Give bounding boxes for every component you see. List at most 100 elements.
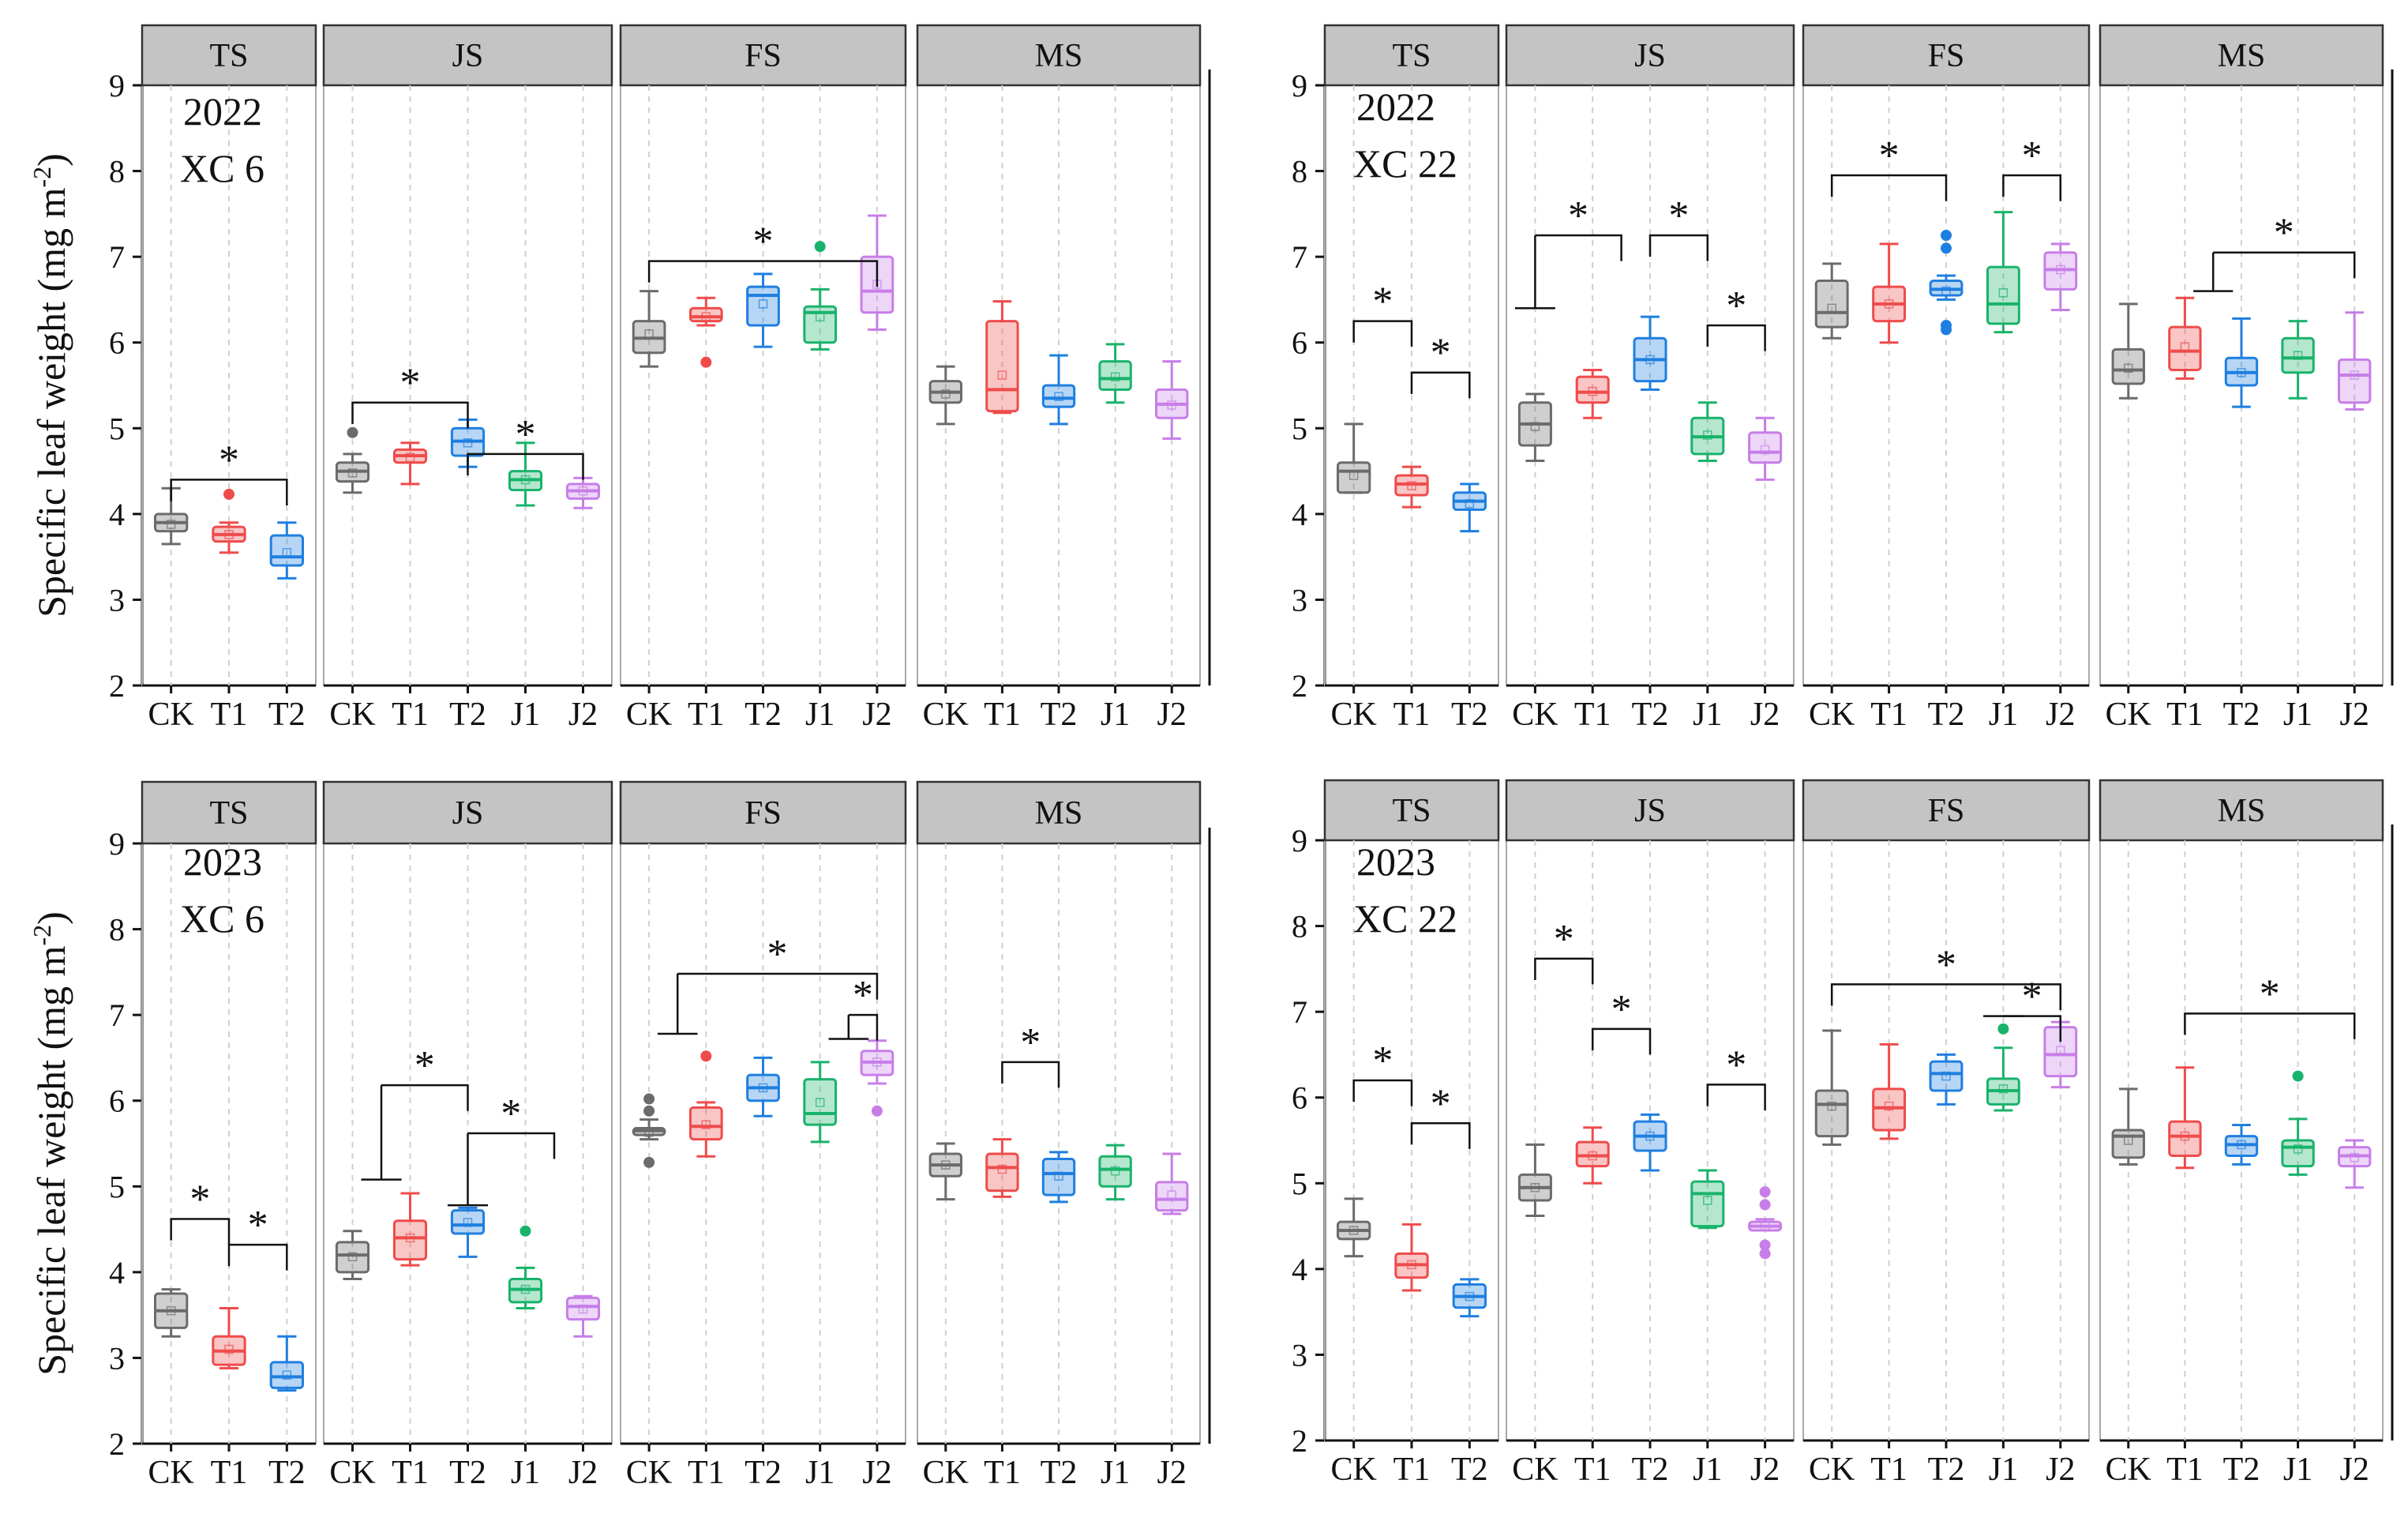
significance-star: * xyxy=(1936,942,1956,987)
facet-ts: TS CK T1 T2 * * xyxy=(141,780,317,1491)
bracket-line xyxy=(1352,1079,1413,1106)
bracket-line xyxy=(1001,1061,1060,1088)
facet-strip xyxy=(619,780,907,845)
facet-js: JS CK T1 T2 J1 J2 * * * xyxy=(1505,779,1795,1488)
box-ck xyxy=(1517,1143,1552,1218)
box-mean xyxy=(347,1252,358,1262)
x-tick-label: J1 xyxy=(1989,697,2018,733)
box-mean xyxy=(1407,481,1416,490)
facet-strip-label: TS xyxy=(209,795,248,832)
box-mean xyxy=(2350,1152,2359,1163)
bracket-line xyxy=(1648,234,1709,261)
box-mean xyxy=(941,1160,951,1170)
y-axis-title: Specific leaf weight (mg m-2) xyxy=(28,153,73,618)
box-j1 xyxy=(1690,401,1725,463)
x-tick-label: CK xyxy=(626,1455,672,1491)
facet-strip xyxy=(916,780,1202,845)
box-iqr xyxy=(746,285,780,327)
significance-bracket: * xyxy=(1410,1081,1471,1149)
x-tick-label: T2 xyxy=(1632,1452,1669,1488)
box-ck xyxy=(1517,393,1552,463)
x-tick-label: T1 xyxy=(211,1455,248,1491)
y-tick-label: 4 xyxy=(109,497,125,532)
facet-strip-label: JS xyxy=(1634,38,1666,74)
panel-year-label: 2023 xyxy=(183,840,262,884)
box-t2 xyxy=(1929,230,1964,336)
box-t2 xyxy=(2224,1123,2259,1166)
x-tick-label: J2 xyxy=(568,697,598,733)
box-ck xyxy=(1337,1197,1371,1258)
box-mean xyxy=(758,299,768,309)
x-tick-label: CK xyxy=(1809,1452,1855,1488)
box-t2 xyxy=(1041,1151,1076,1204)
box-iqr xyxy=(335,1241,370,1274)
y-tick-label: 9 xyxy=(109,826,125,862)
facet-strip xyxy=(141,780,317,845)
y-tick-label: 5 xyxy=(109,411,125,446)
facet-strip-label: FS xyxy=(745,38,782,74)
facet-ts: TS CK T1 T2 * xyxy=(141,24,317,733)
box-j2 xyxy=(1748,416,1783,481)
x-tick-label: J1 xyxy=(511,697,540,733)
significance-star: * xyxy=(753,220,774,265)
box-mean xyxy=(2124,1136,2133,1145)
significance-star: * xyxy=(767,932,788,977)
box-mean xyxy=(701,1120,711,1129)
y-tick-label: 8 xyxy=(1292,909,1307,945)
box-j1 xyxy=(2281,320,2315,400)
box-ck xyxy=(632,1093,666,1168)
x-tick-label: J2 xyxy=(2046,1452,2075,1488)
box-mean xyxy=(1998,287,2009,298)
bracket-line xyxy=(1706,1084,1766,1110)
x-tick-label: T1 xyxy=(1393,697,1431,733)
x-tick-label: J2 xyxy=(1750,1452,1780,1488)
panel-2023-xc6: 2 3 4 5 6 7 8 9 TS CK T1 T2 * * JS CK T1 T2 J1 J2 * * FS CK T1 T2… xyxy=(109,780,1211,1491)
box-mean xyxy=(1407,1260,1416,1270)
box-t2 xyxy=(1633,1113,1667,1172)
box-iqr xyxy=(1041,1158,1076,1196)
box-t1 xyxy=(392,441,428,486)
facet-fs: FS CK T1 T2 J1 J2 * * xyxy=(1802,24,2091,733)
facet-strip-label: JS xyxy=(1634,793,1666,829)
bracket-line xyxy=(1352,320,1413,347)
facet-strip-label: MS xyxy=(2218,38,2266,74)
box-t1 xyxy=(1872,1042,1907,1140)
box-j2 xyxy=(2043,242,2078,311)
box-j1 xyxy=(1098,1144,1132,1201)
box-mean xyxy=(2237,1140,2246,1150)
box-outlier xyxy=(1759,1199,1771,1211)
x-tick-label: J2 xyxy=(2340,697,2369,733)
box-iqr xyxy=(1986,265,2020,325)
box-iqr xyxy=(2168,1120,2202,1158)
significance-star: * xyxy=(1020,1020,1041,1065)
box-j1 xyxy=(803,1061,838,1144)
facet-strip-label: TS xyxy=(209,38,248,74)
box-iqr xyxy=(2111,347,2145,385)
facet-strip xyxy=(322,24,613,87)
box-t1 xyxy=(1575,368,1610,419)
box-t2 xyxy=(1041,354,1076,426)
y-tick-label: 4 xyxy=(1292,1252,1307,1287)
y-tick-label: 7 xyxy=(1292,239,1307,275)
y-tick-label: 5 xyxy=(1292,1166,1307,1201)
x-tick-label: CK xyxy=(2106,697,2151,733)
x-tick-label: J1 xyxy=(1693,1452,1722,1488)
box-t2 xyxy=(746,272,780,348)
x-tick-label: T1 xyxy=(688,1455,725,1491)
box-mean xyxy=(2056,265,2065,275)
box-mean xyxy=(1465,499,1475,509)
facet-strip xyxy=(2099,779,2384,842)
y-axis-label-close: ) xyxy=(29,153,73,167)
x-tick-label: J1 xyxy=(1101,1455,1130,1491)
x-tick-label: T1 xyxy=(1574,697,1611,733)
x-tick-label: J2 xyxy=(2340,1452,2369,1488)
box-iqr xyxy=(1041,384,1076,408)
box-t1 xyxy=(2168,1066,2202,1170)
box-t2 xyxy=(269,521,304,580)
x-tick-label: T1 xyxy=(1870,1452,1907,1488)
facet-ms: MS CK T1 T2 J1 J2 xyxy=(916,24,1202,733)
facet-strip xyxy=(1505,779,1795,842)
significance-star: * xyxy=(1879,133,1900,178)
box-mean xyxy=(2124,363,2133,374)
y-tick-label: 4 xyxy=(1292,497,1307,532)
